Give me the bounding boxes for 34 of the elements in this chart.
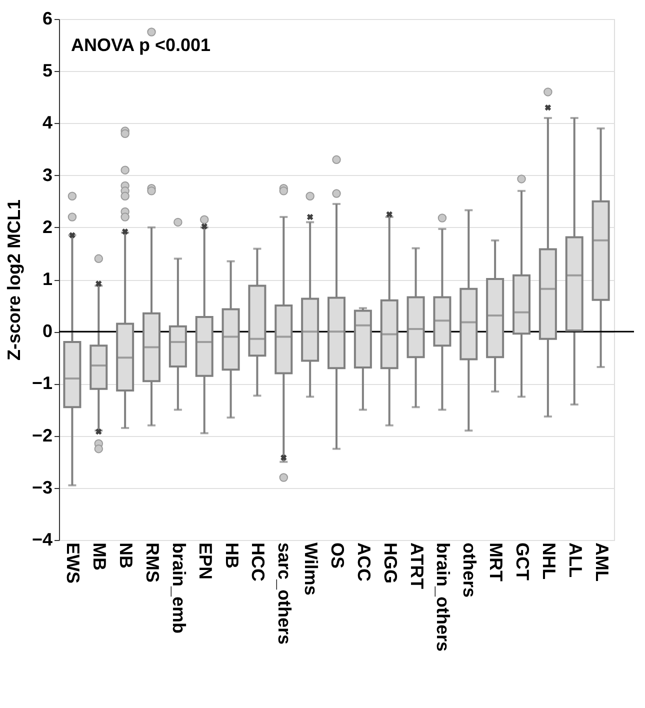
x-tick-label: MRT [486, 542, 506, 582]
y-tick-label: 1 [42, 269, 52, 289]
x-tick-label: GCT [512, 542, 532, 580]
x-tick-label: NB [116, 542, 136, 568]
y-tick-label: −3 [32, 477, 52, 498]
y-tick-label: 4 [42, 112, 52, 133]
y-tick-label: 5 [42, 60, 52, 81]
y-tick-label: 0 [42, 321, 52, 342]
x-tick-label: HCC [248, 542, 268, 582]
y-tick-label: 3 [42, 164, 52, 185]
x-tick-label: OS [328, 542, 348, 569]
y-tick-label: −1 [32, 373, 52, 394]
y-axis-title: Z-score log2 MCL1 [4, 199, 24, 361]
x-tick-label: ACC [354, 542, 374, 582]
x-tick-label: brain_emb [168, 542, 189, 634]
x-tick-label: NHL [538, 542, 559, 580]
x-tick-label: brain_others [433, 542, 454, 652]
x-tick-label: sarc_others [274, 542, 295, 645]
x-tick-label: Wilms [301, 542, 322, 596]
x-tick-label: EPN [195, 542, 216, 580]
x-tick-label: AML [592, 542, 612, 582]
x-tick-label: MB [90, 542, 110, 570]
x-tick-label: others [460, 542, 480, 598]
y-tick-label: −2 [32, 425, 52, 446]
x-tick-label: ATRT [406, 542, 427, 590]
x-tick-label: HGG [380, 542, 400, 584]
x-tick-label: HB [222, 542, 242, 568]
y-tick-label: 2 [42, 216, 52, 237]
annotation: ANOVA p <0.001 [71, 35, 211, 55]
x-tick-label: RMS [142, 542, 162, 582]
y-tick-label: −4 [32, 530, 52, 550]
y-tick-label: 6 [42, 8, 52, 28]
x-tick-label: ALL [565, 542, 586, 578]
x-tick-label: EWS [63, 542, 84, 584]
